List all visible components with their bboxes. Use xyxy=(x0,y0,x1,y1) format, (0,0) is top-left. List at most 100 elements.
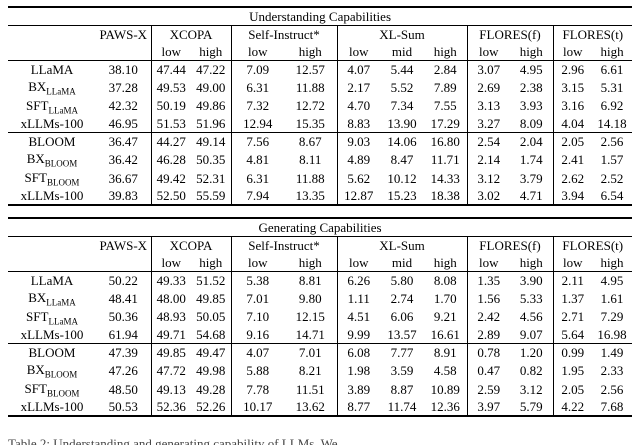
score-cell: 48.41 xyxy=(108,290,138,306)
score-cell: 12.72 xyxy=(295,98,325,114)
score-cell: 47.26 xyxy=(108,362,138,378)
corner-cell xyxy=(8,25,96,61)
score-cell: 48.00 xyxy=(150,289,191,308)
subheader-high: high xyxy=(510,43,553,61)
score-cell: 1.56 xyxy=(466,289,510,308)
score-cell: 7.01 xyxy=(230,289,284,308)
score-cell: 8.08 xyxy=(433,273,457,288)
score-cell: 7.09 xyxy=(230,60,284,78)
model-name-subscript: LLaMA xyxy=(48,316,78,327)
score-cell: 0.78 xyxy=(466,343,510,362)
score-cell: 11.74 xyxy=(387,399,417,415)
score-cell: 7.89 xyxy=(433,79,457,95)
score-cell: 52.36 xyxy=(150,398,191,417)
score-cell: 5.62 xyxy=(336,168,380,188)
table-title-row: Generating Capabilities xyxy=(8,218,633,237)
score-cell: 49.47 xyxy=(191,343,231,362)
model-name-label: BX xyxy=(28,290,47,305)
score-cell: 6.06 xyxy=(390,309,414,325)
score-cell: 10.17 xyxy=(230,398,284,417)
score-cell: 50.53 xyxy=(108,399,138,415)
model-name-subscript: LLaMA xyxy=(48,105,78,116)
score-cell: 3.93 xyxy=(519,98,543,114)
score-cell: 15.35 xyxy=(295,116,325,132)
score-cell: 1.35 xyxy=(466,271,510,289)
score-cell: 17.29 xyxy=(430,116,460,132)
model-name: SFTBLOOM xyxy=(8,380,96,399)
score-cell: 7.77 xyxy=(380,343,424,362)
subheader-low: low xyxy=(336,254,380,272)
model-name-label: BX xyxy=(26,362,45,378)
table-row: SFTBLOOM 36.67 49.42 52.31 6.31 11.88 5.62 10.1… xyxy=(8,168,632,188)
score-cell: 5.33 xyxy=(519,290,543,306)
score-cell: 52.50 xyxy=(150,187,191,206)
score-cell: 9.07 xyxy=(519,327,543,343)
table-row: xLLMs-100 46.95 51.53 51.96 12.94 15.35 8.83 13… xyxy=(8,115,632,133)
subheader-high: high xyxy=(191,43,231,61)
model-name-subscript: LLaMA xyxy=(46,86,76,97)
score-cell: 4.22 xyxy=(552,398,592,417)
table-row: BLOOM 47.39 49.85 49.47 4.07 7.01 6.08 7.77 8.91… xyxy=(8,343,633,362)
score-cell: 6.92 xyxy=(600,98,624,114)
model-name-label: xLLMs-100 xyxy=(20,327,84,343)
model-name: xLLMs-100 xyxy=(8,187,96,205)
score-cell: 49.42 xyxy=(150,168,191,188)
score-cell: 13.57 xyxy=(387,327,417,343)
score-cell: 2.96 xyxy=(552,60,592,78)
score-cell: 3.12 xyxy=(466,168,510,188)
score-cell: 49.13 xyxy=(150,379,191,399)
score-cell: 13.35 xyxy=(295,188,325,204)
score-cell: 51.52 xyxy=(196,273,226,288)
score-cell: 3.89 xyxy=(336,379,380,399)
subheader-high: high xyxy=(284,254,337,272)
subheader-low: low xyxy=(230,254,284,272)
score-cell: 4.71 xyxy=(519,188,543,204)
score-cell: 3.16 xyxy=(552,96,592,116)
score-cell: 13.90 xyxy=(387,116,417,132)
score-cell: 8.47 xyxy=(390,151,414,167)
table-row: BXBLOOM 47.26 47.72 49.98 5.88 8.21 1.98 3.59 4.… xyxy=(8,361,632,380)
score-cell: 46.28 xyxy=(150,150,191,169)
subheader-high: high xyxy=(592,254,633,272)
score-cell: 9.16 xyxy=(230,326,284,344)
score-cell: 3.79 xyxy=(519,170,543,186)
score-cell: 1.49 xyxy=(592,343,633,362)
score-cell: 0.47 xyxy=(466,361,510,380)
score-cell: 5.79 xyxy=(519,399,543,415)
score-cell: 8.67 xyxy=(284,132,337,151)
score-cell: 7.78 xyxy=(230,379,284,399)
model-name: LLaMA xyxy=(8,272,96,290)
score-cell: 2.52 xyxy=(600,170,624,186)
score-cell: 5.31 xyxy=(600,79,624,95)
score-cell: 3.13 xyxy=(466,96,510,116)
model-name-label: xLLMs-100 xyxy=(20,399,84,415)
score-cell: 1.61 xyxy=(600,290,624,306)
score-cell: 2.56 xyxy=(600,381,624,397)
score-cell: 8.87 xyxy=(390,381,414,397)
score-cell: 52.31 xyxy=(196,170,226,186)
score-cell: 9.99 xyxy=(336,326,380,344)
subheader-low: low xyxy=(336,43,380,61)
score-cell: 14.18 xyxy=(597,116,627,132)
model-name-label: xLLMs-100 xyxy=(20,116,84,132)
model-name: SFTLLaMA xyxy=(8,97,96,116)
score-cell: 10.89 xyxy=(430,381,460,397)
score-cell: 2.84 xyxy=(433,62,457,77)
model-name: xLLMs-100 xyxy=(8,115,96,133)
score-cell: 16.80 xyxy=(424,132,467,151)
score-cell: 9.80 xyxy=(298,290,322,306)
score-cell: 9.03 xyxy=(336,132,380,151)
benchmark-header-row: PAWS-X XCOPA Self-Instruct* XL-Sum FLORES(f)… xyxy=(8,236,633,272)
score-cell: 48.93 xyxy=(150,307,191,327)
score-cell: 47.39 xyxy=(96,343,151,362)
results-table-generating: Generating Capabilities PAWS-X XCOPA Self-I… xyxy=(8,217,633,418)
subheader-row: low high low high low mid high low high low high xyxy=(8,254,633,272)
table-row: xLLMs-100 50.53 52.36 52.26 10.17 13.62 8.77 11… xyxy=(8,398,632,417)
score-cell: 49.98 xyxy=(196,362,226,378)
score-cell: 10.12 xyxy=(387,170,417,186)
corner-cell xyxy=(8,236,96,272)
score-cell: 0.82 xyxy=(519,362,543,378)
model-name: BXBLOOM xyxy=(8,150,96,169)
score-cell: 8.83 xyxy=(336,115,380,133)
score-cell: 7.56 xyxy=(230,132,284,151)
